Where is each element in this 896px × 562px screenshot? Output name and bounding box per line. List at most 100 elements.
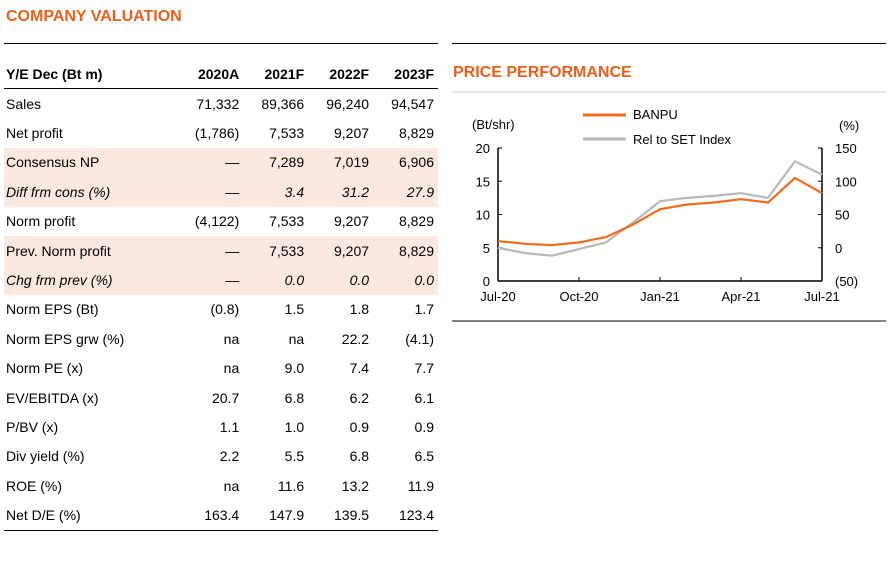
header-year: 2021F [264, 66, 305, 82]
row-value: 1.8 [349, 301, 370, 318]
row-value: (1,786) [194, 125, 240, 142]
row-value: na [223, 360, 240, 377]
row-value: 147.9 [243, 500, 309, 531]
row-value: 6.8 [349, 448, 370, 465]
row-value: 96,240 [326, 95, 370, 112]
row-label: Net profit [6, 125, 63, 142]
series-line-banpu [497, 176, 823, 247]
table-row: Prev. Norm profit —7,533 9,207 8,829 [4, 235, 438, 266]
row-label: Div yield (%) [6, 448, 85, 465]
valuation-title-rule [4, 43, 438, 44]
table-header-row: Y/E Dec (Bt m) 2020A 2021F 2022F 2023F [4, 60, 438, 89]
row-label: ROE (%) [6, 477, 62, 494]
left-axis-label: (Bt/shr) [472, 117, 515, 132]
row-value: 20.7 [211, 389, 240, 406]
row-value: 1.7 [414, 301, 434, 318]
table-row: Div yield (%) 2.2 5.5 6.8 6.5 [4, 442, 438, 471]
table-row: Consensus NP —7,289 7,019 6,906 [4, 147, 438, 178]
row-value: 0.0 [373, 265, 438, 295]
row-value: 6.8 [284, 389, 305, 406]
row-value: — [176, 177, 244, 207]
row-label: Net D/E (%) [4, 500, 177, 531]
row-value: 8,829 [373, 235, 438, 266]
x-tick-label: Jan-21 [640, 289, 680, 304]
row-label: Norm EPS (Bt) [6, 301, 99, 318]
row-value: 8,829 [398, 125, 434, 142]
row-value: 9,207 [334, 125, 370, 142]
table-row: P/BV (x) 1.1 1.0 0.9 0.9 [4, 412, 438, 441]
row-label: Norm EPS grw (%) [6, 330, 125, 347]
row-label: Consensus NP [4, 147, 177, 178]
right-tick-label: 0 [835, 241, 842, 256]
row-value: 89,366 [261, 95, 305, 112]
row-value: 11.6 [277, 477, 305, 494]
x-tick-label: Apr-21 [721, 289, 760, 304]
row-value: na [288, 330, 305, 347]
row-value: 27.9 [373, 177, 438, 207]
row-label: Prev. Norm profit [4, 235, 177, 266]
table-row: Norm EPS grw (%) na na 22.2 (4.1) [4, 324, 438, 353]
row-value: 163.4 [176, 500, 244, 531]
table-row: Sales 71,332 89,366 96,240 94,547 [4, 89, 438, 119]
left-tick-label: 20 [476, 141, 490, 156]
row-value: 139.5 [308, 500, 374, 531]
legend-label-rel-set: Rel to SET Index [633, 132, 732, 147]
row-value: 6.2 [349, 389, 370, 406]
row-label: Diff frm cons (%) [4, 177, 177, 207]
row-value: — [176, 147, 244, 178]
header-year: 2022F [329, 66, 370, 82]
table-row: EV/EBITDA (x) 20.7 6.8 6.2 6.1 [4, 383, 438, 412]
row-value: 71,332 [196, 95, 240, 112]
row-value: 9,207 [334, 213, 370, 230]
row-value: 94,547 [391, 95, 434, 112]
row-value: 6.5 [414, 448, 434, 465]
row-value: 0.9 [349, 418, 370, 435]
row-value: 9,207 [308, 235, 374, 266]
table-row: ROE (%) na 11.6 13.2 11.9 [4, 471, 438, 500]
left-tick-label: 0 [483, 274, 490, 289]
row-value: 13.2 [341, 477, 370, 494]
left-tick-label: 10 [476, 208, 490, 223]
row-value: 7.4 [349, 360, 370, 377]
x-tick-label: Jul-20 [480, 289, 515, 304]
row-value: 1.1 [219, 418, 240, 435]
row-label: Chg frm prev (%) [4, 265, 177, 295]
x-tick-label: Oct-20 [559, 289, 598, 304]
table-row: Norm EPS (Bt) (0.8) 1.5 1.8 1.7 [4, 295, 438, 324]
row-value: 2.2 [219, 448, 240, 465]
row-value: 0.9 [414, 418, 434, 435]
row-label: EV/EBITDA (x) [6, 389, 99, 406]
row-value: 3.4 [243, 177, 309, 207]
row-value: — [176, 235, 244, 266]
row-value: (0.8) [210, 301, 240, 318]
left-tick-label: 15 [476, 174, 490, 189]
row-value: na [223, 330, 240, 347]
row-value: 7,533 [269, 125, 305, 142]
valuation-title: COMPANY VALUATION [6, 8, 182, 25]
row-value: 9.0 [284, 360, 305, 377]
row-value: 1.5 [284, 301, 305, 318]
row-value: 22.2 [341, 330, 370, 347]
row-label: Sales [6, 95, 42, 112]
row-value: 7,019 [308, 147, 374, 178]
row-value: 7.7 [414, 360, 434, 377]
chart-top-rule [452, 43, 886, 44]
header-year: 2020A [197, 66, 240, 82]
table-row: Net profit (1,786) 7,533 9,207 8,829 [4, 118, 438, 147]
x-tick-label: Jul-21 [804, 289, 839, 304]
legend-label-banpu: BANPU [633, 107, 678, 122]
header-label: Y/E Dec (Bt m) [6, 66, 103, 82]
row-value: 6,906 [373, 147, 438, 178]
valuation-table: Y/E Dec (Bt m) 2020A 2021F 2022F 2023F S… [4, 60, 438, 531]
right-tick-label: 150 [835, 141, 857, 156]
row-value: — [176, 265, 244, 295]
price-performance-chart: (Bt/shr) (%) BANPU Rel to SET Index 0 5 10… [452, 91, 886, 322]
row-value: 0.0 [243, 265, 309, 295]
row-label: P/BV (x) [6, 418, 59, 435]
table-row: Chg frm prev (%) —0.0 0.0 0.0 [4, 265, 438, 295]
row-value: 8,829 [398, 213, 434, 230]
row-label: Norm PE (x) [6, 360, 83, 377]
row-value: (4.1) [405, 330, 434, 347]
table-row: Norm profit (4,122) 7,533 9,207 8,829 [4, 207, 438, 236]
right-tick-label: 100 [835, 174, 857, 189]
